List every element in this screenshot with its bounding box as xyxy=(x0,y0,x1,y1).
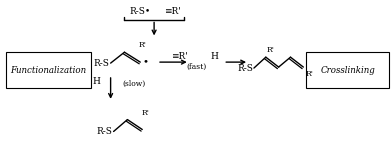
Text: (slow): (slow) xyxy=(122,80,146,88)
Text: •: • xyxy=(142,58,148,67)
Text: R': R' xyxy=(138,41,146,49)
Text: R': R' xyxy=(141,109,149,117)
Text: R-S•: R-S• xyxy=(130,7,151,16)
Text: R-S: R-S xyxy=(97,127,113,136)
Bar xyxy=(306,52,389,88)
Text: R-S: R-S xyxy=(237,64,253,73)
Text: Crosslinking: Crosslinking xyxy=(320,66,375,74)
Text: R-S: R-S xyxy=(94,59,110,68)
Text: R': R' xyxy=(305,70,313,78)
Text: H: H xyxy=(93,77,101,86)
Text: (fast): (fast) xyxy=(187,63,207,71)
Text: ≡R': ≡R' xyxy=(163,7,180,16)
Bar xyxy=(6,52,91,88)
Text: Functionalization: Functionalization xyxy=(10,66,86,74)
Text: R': R' xyxy=(267,46,275,54)
Text: ≡R': ≡R' xyxy=(171,52,188,61)
Text: H: H xyxy=(211,52,218,61)
